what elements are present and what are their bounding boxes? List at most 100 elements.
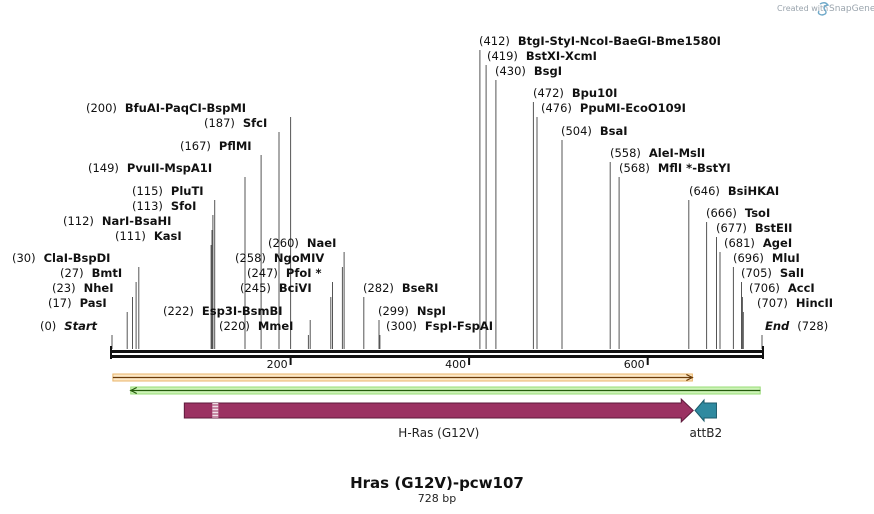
site-label-row: (111) KasI [115,229,182,243]
site-position-label: (30) [12,251,36,265]
map-title: Hras (G12V)-pcw107 [350,474,524,492]
backbone-top-strand [110,350,764,353]
enzyme-name-label: ClaI [44,251,68,265]
credit-text: Created with [777,4,828,13]
enzyme-name-label: SalI [780,266,804,280]
label-separator: - [68,251,73,265]
site-position-label: (666) [706,206,737,220]
site-position-label: (300) [386,319,417,333]
enzyme-name-label: NaeI [307,236,336,250]
ruler-tick [646,358,649,365]
snapgene-credit: Created with SnapGene [777,2,874,16]
backbone-end-cap [762,346,764,359]
site-label-row: (681) AgeI [724,236,792,250]
enzyme-name-label: StyI [550,34,576,48]
site-position-label: (115) [132,184,163,198]
site-label-row: (282) BseRI [363,281,438,295]
enzyme-name-label: EcoO109I [625,101,686,115]
site-position-label: (0) [40,319,56,333]
site-label-row: (258) NgoMIV [235,251,324,265]
site-label-row: (220) MmeI [219,319,293,333]
enzyme-name-label: Start [64,319,97,333]
site-label-row: (200) BfuAI - PaqCI - BspMI [86,101,246,115]
enzyme-name-label: BsiHKAI [728,184,779,198]
site-label-row: (167) PflMI [180,139,252,153]
enzyme-name-label: BstEII [755,221,793,235]
enzyme-name-label: PaqCI [165,101,202,115]
enzyme-name-label: Bpu10I [572,86,617,100]
enzyme-name-label: PvuII [127,161,160,175]
site-position-label: (167) [180,139,211,153]
enzyme-name-label: AleI [649,146,674,160]
site-label-row: (666) TsoI [706,206,770,220]
site-position-label: (220) [219,319,250,333]
enzyme-name-label: BspDI [73,251,111,265]
label-separator: - [621,101,626,115]
site-position-label: (113) [132,199,163,213]
h-ras-arrow [183,397,694,424]
site-position-label: (17) [48,296,72,310]
site-position-label: (245) [240,281,271,295]
snapgene-logo-icon [817,2,830,16]
site-label-row: (476) PpuMI - EcoO109I [541,101,686,115]
enzyme-name-label: End [765,319,790,333]
backbone-start-cap [110,346,112,359]
enzyme-name-label: KasI [154,229,182,243]
site-position-label: (112) [63,214,94,228]
site-label-row: (677) BstEII [716,221,792,235]
site-label-row: (115) PluTI [132,184,204,198]
enzyme-name-label: XcmI [565,49,597,63]
site-position-label: (696) [733,251,764,265]
enzyme-name-label: FspAI [457,319,493,333]
enzyme-name-label: NgoMIV [274,251,324,265]
enzyme-name-label: BseRI [402,281,439,295]
site-label-row: (646) BsiHKAI [689,184,779,198]
enzyme-name-label: BtgI [518,34,545,48]
enzyme-name-label: MslI [679,146,706,160]
enzyme-name-label: TsoI [745,206,770,220]
enzyme-name-label: MspA1I [164,161,212,175]
green-orf-arrow [129,386,761,395]
ruler-tick-label: 400 [445,358,466,371]
enzyme-name-label: BciVI [279,281,312,295]
site-position-label: (558) [610,146,641,160]
enzyme-name-label: SfcI [243,116,267,130]
label-separator: - [160,161,165,175]
enzyme-name-label: PflMI [219,139,252,153]
enzyme-name-label: BaeGI [613,34,651,48]
site-position-label: (568) [619,161,650,175]
site-label-row: (707) HincII [757,296,833,310]
site-position-label: (247) [247,266,278,280]
enzyme-name-label: PluTI [171,184,204,198]
site-position-label: (111) [115,229,146,243]
attb2-feature: attB2 [689,398,722,440]
site-label-row: (23) NheI [52,281,113,295]
enzyme-name-label: MmeI [258,319,294,333]
site-label-row: (430) BsgI [495,64,562,78]
site-position-label: (681) [724,236,755,250]
orange-orf-arrow [112,373,694,382]
enzyme-name-label: FspI [425,319,452,333]
site-labels: (0) Start (30) ClaI - BspDI(27) BmtI (23) NheI… [12,34,833,333]
site-label-row: (247) PfoI * [247,266,322,280]
site-label-row: (260) NaeI [268,236,336,250]
label-separator: - [160,101,165,115]
enzyme-name-label: PfoI * [286,266,322,280]
label-separator: - [692,161,697,175]
enzyme-name-label: MluI [772,251,800,265]
site-position-label: (419) [487,49,518,63]
label-separator: - [237,304,242,318]
enzyme-name-label: Esp3I [202,304,237,318]
enzyme-name-label: BstXI [526,49,560,63]
ruler-tick-label: 200 [267,358,288,371]
backbone-bottom-strand [110,355,764,358]
ruler-tick-label: 600 [624,358,645,371]
site-position-label: (149) [88,161,119,175]
site-label-row: (412) BtgI - StyI - NcoI - BaeGI - Bme158… [479,34,721,48]
site-position-label: (258) [235,251,266,265]
ruler-tick [468,358,471,365]
site-label-row: (112) NarI - BsaHI [63,214,171,228]
site-position-label: (707) [757,296,788,310]
map-length: 728 bp [418,492,456,505]
